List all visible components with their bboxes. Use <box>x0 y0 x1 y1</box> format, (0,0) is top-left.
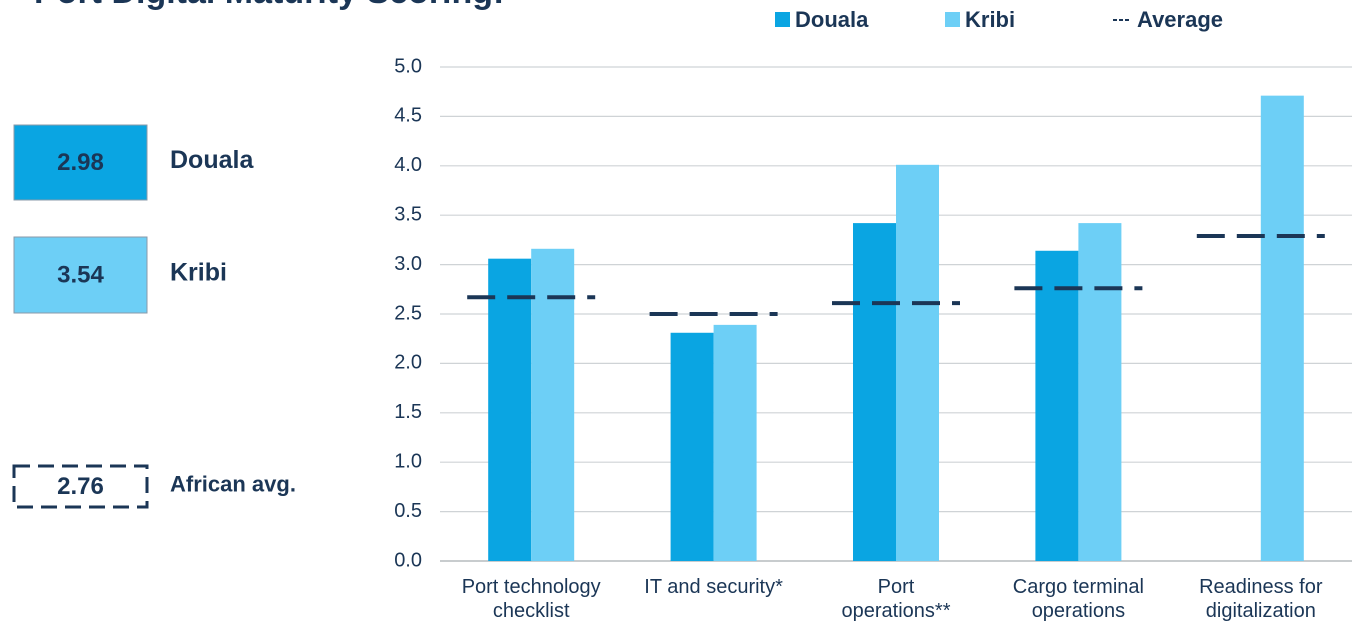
y-tick-label: 1.5 <box>394 401 422 423</box>
legend-swatch <box>775 12 790 27</box>
y-tick-label: 4.0 <box>394 154 422 176</box>
y-tick-label: 3.0 <box>394 253 422 275</box>
bar <box>853 223 896 561</box>
legend-label: Kribi <box>965 7 1015 32</box>
bar <box>531 248 575 562</box>
legend-swatch <box>945 12 960 27</box>
bar <box>1035 250 1079 561</box>
legend-label: Average <box>1137 7 1223 32</box>
score-value: 2.98 <box>57 149 104 176</box>
x-tick-label: Readiness for digitalization <box>1199 576 1323 622</box>
y-tick-label: 1.0 <box>394 450 422 472</box>
score-label: Kribi <box>170 259 227 287</box>
y-tick-label: 5.0 <box>394 55 422 77</box>
score-value: 2.76 <box>57 473 104 500</box>
x-tick-label: Cargo terminal operations <box>1012 576 1144 622</box>
score-box <box>12 464 149 509</box>
y-tick-label: 2.5 <box>394 302 422 324</box>
bar <box>488 258 532 561</box>
bar <box>713 324 757 561</box>
chart-title: Port Digital Maturity Scoring: <box>34 0 504 11</box>
bar <box>1078 223 1122 561</box>
score-box <box>13 236 148 314</box>
x-tick-label: Port operations** <box>841 576 951 622</box>
score-box <box>13 124 148 201</box>
x-tick-label: IT and security* <box>644 576 783 598</box>
x-tick-label: Port technology checklist <box>461 576 601 622</box>
score-value: 3.54 <box>57 261 104 288</box>
bar <box>1260 95 1304 561</box>
y-tick-label: 0.5 <box>394 500 422 522</box>
score-label: African avg. <box>170 471 296 496</box>
legend-label: Douala <box>795 7 869 32</box>
bar <box>896 164 939 561</box>
y-tick-label: 4.5 <box>394 105 422 127</box>
y-tick-label: 0.0 <box>394 549 422 571</box>
y-tick-label: 3.5 <box>394 203 422 225</box>
score-label: Douala <box>170 146 254 174</box>
bar <box>670 332 714 561</box>
y-tick-label: 2.0 <box>394 352 422 374</box>
